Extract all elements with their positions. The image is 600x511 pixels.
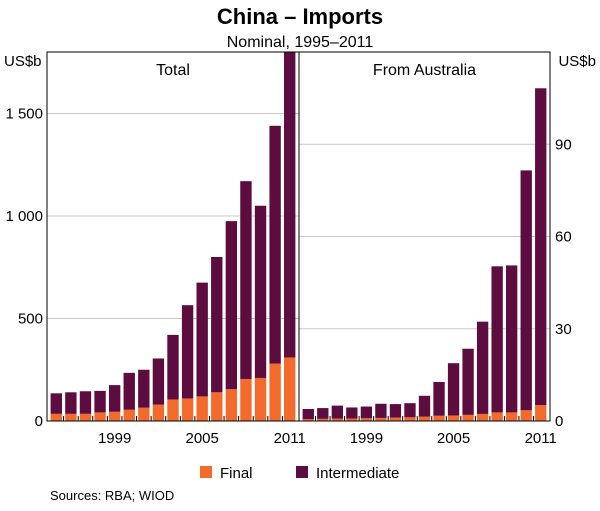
bar-final-2010 <box>520 410 532 421</box>
bar-final-2011 <box>535 405 547 421</box>
bar-intermediate-2001 <box>138 369 150 408</box>
bar-final-2005 <box>196 396 208 421</box>
bar-intermediate-2003 <box>418 395 431 417</box>
bar-final-1998 <box>94 412 106 421</box>
bar-final-2006 <box>211 392 223 421</box>
legend-swatch-final <box>200 466 212 478</box>
bar-final-1996 <box>317 418 329 421</box>
bar-intermediate-2005 <box>196 282 208 397</box>
x-tick-label: 2011 <box>274 430 306 447</box>
bar-intermediate-2011 <box>535 88 547 406</box>
bar-intermediate-2002 <box>404 403 416 418</box>
bar-final-2004 <box>181 398 194 421</box>
bar-final-2003 <box>418 416 431 421</box>
panel-title: From Australia <box>373 62 476 79</box>
bar-intermediate-2008 <box>240 181 252 379</box>
bar-intermediate-1998 <box>346 407 358 419</box>
bar-final-1998 <box>346 418 358 421</box>
legend-swatch-intermediate <box>296 466 308 478</box>
panel-title: Total <box>156 62 190 79</box>
bar-intermediate-2009 <box>506 265 518 413</box>
bar-intermediate-2010 <box>269 125 281 364</box>
bar-intermediate-2006 <box>211 257 223 393</box>
y-tick-label: 30 <box>555 321 572 338</box>
bar-final-2007 <box>476 413 489 421</box>
bar-final-2002 <box>152 404 165 421</box>
y-tick-label: 1 500 <box>5 106 43 123</box>
legend: Final Intermediate <box>200 465 399 482</box>
right-unit-label: US$b <box>558 53 596 70</box>
bar-final-2001 <box>138 407 150 421</box>
x-tick-label: 2011 <box>525 430 557 447</box>
bar-final-2002 <box>404 417 416 421</box>
y-tick-label: 0 <box>35 413 43 430</box>
chart-subtitle: Nominal, 1995–2011 <box>227 34 374 51</box>
bar-final-2007 <box>225 389 238 421</box>
bar-intermediate-2004 <box>433 381 445 416</box>
bar-final-2005 <box>447 415 460 421</box>
bar-intermediate-2000 <box>375 403 387 418</box>
legend-label-intermediate: Intermediate <box>316 465 399 482</box>
bar-final-1995 <box>50 413 62 421</box>
bar-final-2009 <box>254 377 267 421</box>
bar-intermediate-2002 <box>152 358 165 405</box>
panel-frame <box>298 51 551 422</box>
bar-intermediate-2003 <box>167 334 179 400</box>
bar-final-2000 <box>123 409 135 421</box>
bar-intermediate-2007 <box>225 221 238 390</box>
bar-intermediate-2011 <box>284 52 296 358</box>
bar-final-2010 <box>269 363 281 421</box>
left-unit-label: US$b <box>4 53 42 70</box>
bar-intermediate-1997 <box>331 405 343 419</box>
bar-final-2009 <box>506 412 518 421</box>
y-tick-label: 60 <box>555 229 572 246</box>
bar-final-2006 <box>462 414 474 421</box>
panel-1: 0 30 60 90 1999 2005 2011 From Australia <box>298 51 572 447</box>
y-tick-label: 90 <box>555 136 572 153</box>
x-tick-label: 2005 <box>437 430 470 447</box>
bar-final-2008 <box>491 412 503 421</box>
bar-final-2003 <box>167 399 179 421</box>
bar-final-2011 <box>284 357 296 421</box>
bar-final-1999 <box>108 411 121 421</box>
chart-title: China – Imports <box>217 4 383 29</box>
bar-final-2001 <box>389 417 402 421</box>
x-tick-label: 2005 <box>185 430 218 447</box>
bar-intermediate-2007 <box>476 321 489 414</box>
bar-intermediate-1995 <box>50 393 62 414</box>
bar-intermediate-1999 <box>360 406 373 419</box>
bar-final-2004 <box>433 415 445 421</box>
bar-final-1999 <box>360 418 373 421</box>
bar-intermediate-1998 <box>94 390 106 413</box>
y-tick-label: 1 000 <box>5 208 43 225</box>
bar-intermediate-2010 <box>520 170 532 411</box>
bar-intermediate-2004 <box>181 305 194 399</box>
bar-final-1996 <box>65 413 77 421</box>
bar-intermediate-2005 <box>447 363 460 416</box>
legend-label-final: Final <box>220 465 253 482</box>
bar-intermediate-1999 <box>108 385 121 412</box>
chart-panels: 0 500 1 000 1 500 1999 2005 2011 Total 0 30 60 90 19… <box>5 51 572 447</box>
y-tick-label: 0 <box>555 413 563 430</box>
x-tick-label: 1999 <box>350 430 383 447</box>
bar-intermediate-1997 <box>79 391 92 414</box>
bar-intermediate-1996 <box>65 392 77 414</box>
bar-final-1997 <box>331 418 343 421</box>
bar-intermediate-2001 <box>389 404 402 418</box>
bar-intermediate-2006 <box>462 348 474 415</box>
bar-intermediate-2000 <box>123 372 135 410</box>
bar-intermediate-1995 <box>302 409 314 420</box>
bar-intermediate-2008 <box>491 266 503 413</box>
bar-final-1995 <box>302 419 314 421</box>
panel-0: 0 500 1 000 1 500 1999 2005 2011 Total <box>5 51 306 447</box>
source-note: Sources: RBA; WIOD <box>50 488 174 503</box>
bar-final-2000 <box>375 417 387 421</box>
bar-intermediate-1996 <box>317 408 329 419</box>
y-tick-label: 500 <box>18 311 43 328</box>
bar-intermediate-2009 <box>254 205 267 378</box>
bar-final-2008 <box>240 378 252 421</box>
x-tick-label: 1999 <box>98 430 131 447</box>
bar-final-1997 <box>79 413 92 421</box>
